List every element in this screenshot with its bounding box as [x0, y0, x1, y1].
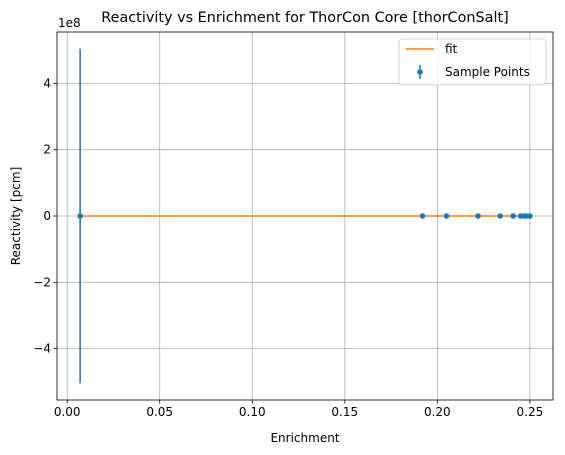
sample-point — [419, 213, 426, 219]
chart-title: Reactivity vs Enrichment for ThorCon Cor… — [101, 10, 508, 26]
sample-point — [497, 213, 504, 219]
x-tick-label: 0.00 — [54, 405, 81, 419]
sample-point — [510, 213, 517, 219]
y-tick-label: −4 — [33, 342, 51, 356]
legend-sample-points-marker — [417, 69, 423, 75]
y-tick-label: −2 — [33, 275, 51, 289]
x-tick-label: 0.15 — [331, 405, 358, 419]
legend-sample-points-label: Sample Points — [445, 65, 530, 79]
y-axis-ticks: −4 −2 0 2 4 — [33, 76, 57, 356]
sample-point — [527, 213, 533, 219]
legend-fit-label: fit — [445, 42, 458, 56]
legend: fit Sample Points — [398, 38, 547, 86]
y-tick-label: 2 — [43, 143, 51, 157]
sample-point — [475, 213, 481, 219]
x-axis-label: Enrichment — [270, 431, 339, 445]
y-tick-label: 4 — [43, 76, 51, 90]
x-tick-label: 0.20 — [424, 405, 451, 419]
x-tick-label: 0.05 — [146, 405, 173, 419]
sample-point — [443, 213, 450, 219]
sample-point — [77, 213, 83, 219]
sample-points-series — [77, 48, 533, 384]
legend-box — [398, 38, 547, 86]
x-tick-label: 0.25 — [517, 405, 544, 419]
y-tick-label: 0 — [43, 209, 51, 223]
y-axis-offset-label: 1e8 — [58, 16, 81, 30]
x-axis-ticks: 0.00 0.05 0.10 0.15 0.20 0.25 — [54, 400, 543, 419]
y-axis-label: Reactivity [pcm] — [9, 167, 23, 266]
x-tick-label: 0.10 — [239, 405, 266, 419]
